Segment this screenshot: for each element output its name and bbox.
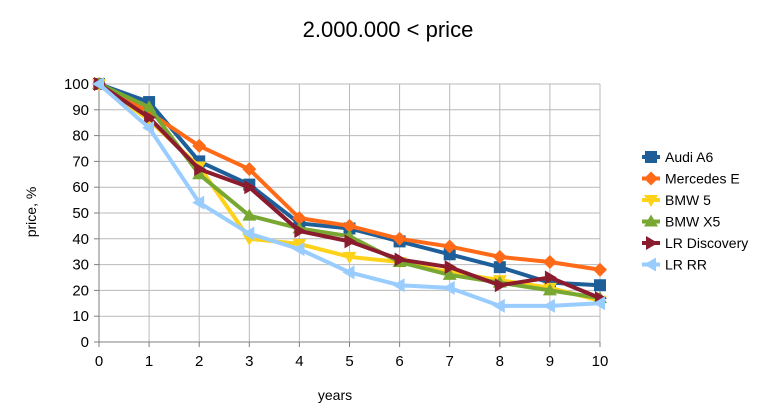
data-point-lr-discovery: [244, 180, 257, 195]
data-point-lr-rr: [242, 226, 255, 241]
legend-marker-audi-a6: [645, 151, 657, 163]
data-point-audi-a6: [443, 248, 456, 261]
legend-label-bmw-x5: BMW X5: [665, 214, 720, 230]
plot-area: 0 10 20 30 40 50 60 70 80 90 100 0 1 2 3 4 5 6 7 8 9 10: [64, 76, 608, 370]
legend-marker-bmw-5: [644, 195, 658, 207]
legend-label-lr-discovery: LR Discovery: [665, 235, 748, 251]
x-tick-label: 4: [295, 353, 303, 370]
data-point-mercedes-e: [492, 249, 507, 264]
x-tick-label: 2: [195, 353, 203, 370]
x-tick-label: 9: [546, 353, 554, 370]
y-tick-label: 70: [72, 153, 89, 170]
data-point-mercedes-e: [542, 255, 557, 270]
y-tick-label: 0: [81, 334, 89, 351]
data-point-lr-rr: [142, 120, 155, 135]
legend-marker-lr-rr: [644, 257, 656, 272]
data-point-mercedes-e: [192, 138, 207, 153]
data-point-mercedes-e: [292, 211, 307, 226]
data-point-lr-discovery: [194, 162, 207, 177]
data-point-lr-rr: [442, 280, 455, 295]
y-axis-title: price, %: [23, 187, 39, 238]
chart-legend: Audi A6 Mercedes E BMW 5 BMW X5 LR Discovery…: [642, 149, 748, 273]
y-tick-label: 10: [72, 308, 89, 325]
y-tick-label: 50: [72, 205, 89, 222]
legend-marker-bmw-x5: [644, 214, 658, 227]
data-point-bmw-x5: [542, 283, 557, 296]
data-point-lr-discovery: [494, 278, 507, 293]
legend-marker-mercedes-e: [644, 171, 658, 186]
chart-title: 2.000.000 < price: [303, 17, 474, 42]
y-tick-label: 40: [72, 231, 89, 248]
data-point-lr-rr: [392, 278, 405, 293]
data-point-audi-a6: [594, 279, 606, 292]
x-tick-label: 0: [95, 353, 103, 370]
legend-label-audi-a6: Audi A6: [665, 149, 713, 165]
data-point-bmw-x5: [142, 100, 157, 113]
data-point-lr-rr: [292, 242, 305, 257]
data-point-lr-rr: [342, 265, 355, 280]
data-point-mercedes-e: [392, 231, 407, 246]
x-axis-title: years: [318, 387, 352, 403]
y-tick-label: 20: [72, 282, 89, 299]
data-point-lr-rr: [593, 296, 605, 311]
x-tick-label: 6: [395, 353, 403, 370]
data-point-lr-discovery: [294, 224, 307, 239]
data-point-lr-rr: [92, 77, 104, 91]
x-tick-label: 1: [145, 353, 153, 370]
legend-marker-lr-discovery: [646, 236, 658, 250]
data-point-mercedes-e: [342, 218, 357, 233]
legend-label-mercedes-e: Mercedes E: [665, 171, 740, 187]
data-point-lr-discovery: [344, 234, 357, 249]
x-tick-label: 7: [446, 353, 454, 370]
data-point-lr-discovery: [144, 110, 157, 125]
y-tick-label: 80: [72, 128, 89, 145]
data-point-bmw-x5: [242, 208, 257, 221]
y-tick-label: 90: [72, 102, 89, 119]
data-point-bmw-x5: [192, 167, 207, 180]
y-tick-label: 100: [64, 76, 89, 93]
data-point-mercedes-e: [242, 162, 257, 177]
data-point-lr-rr: [542, 298, 555, 313]
data-point-bmw-5: [292, 238, 307, 251]
y-tick-label: 30: [72, 257, 89, 274]
data-point-lr-rr: [192, 195, 205, 210]
data-point-bmw-x5: [442, 267, 457, 280]
legend-label-bmw-5: BMW 5: [665, 192, 711, 208]
x-tick-label: 10: [592, 353, 609, 370]
data-point-lr-discovery: [544, 270, 557, 285]
data-point-audi-a6: [493, 261, 506, 274]
data-point-bmw-5: [342, 251, 357, 264]
data-point-lr-discovery: [394, 252, 407, 267]
y-tick-label: 60: [72, 179, 89, 196]
x-tick-label: 3: [245, 353, 253, 370]
legend-label-lr-rr: LR RR: [665, 257, 707, 273]
x-tick-label: 8: [496, 353, 504, 370]
data-point-mercedes-e: [593, 262, 607, 277]
x-tick-label: 5: [345, 353, 353, 370]
data-point-lr-rr: [492, 298, 505, 313]
data-point-lr-discovery: [444, 260, 457, 275]
data-point-mercedes-e: [442, 239, 457, 254]
